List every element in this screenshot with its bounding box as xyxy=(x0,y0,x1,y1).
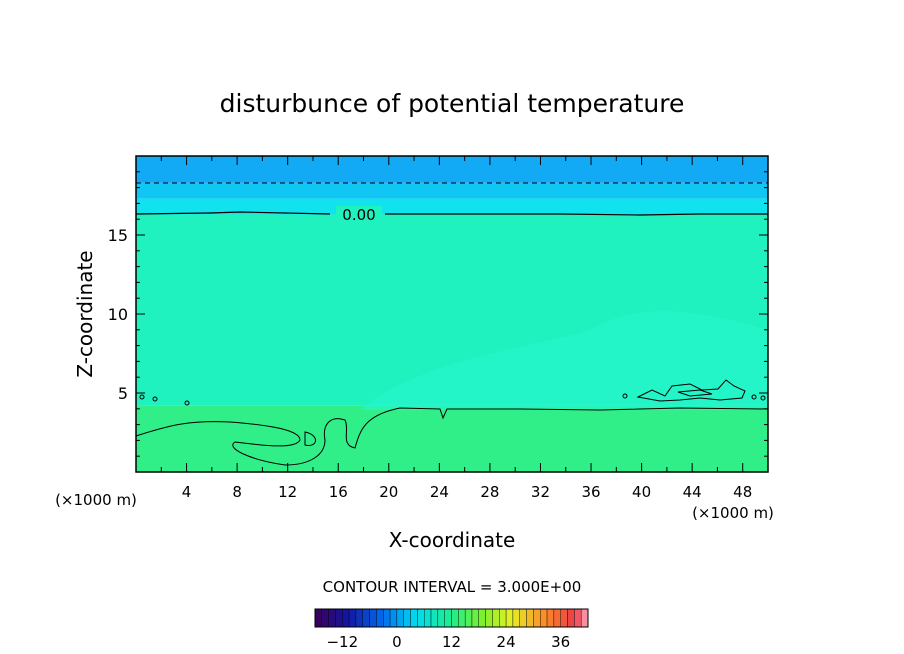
colorbar-cell xyxy=(526,608,534,628)
y-axis-label: Z-coordinate xyxy=(73,250,97,377)
colorbar-cell xyxy=(458,608,466,628)
contour-speck xyxy=(139,394,145,400)
colorbar-cell xyxy=(451,608,459,628)
x-unit-label-right: (×1000 m) xyxy=(692,504,774,522)
colorbar-tick-label: 12 xyxy=(442,633,461,651)
y-axis-ticks: 5 10 15 xyxy=(108,171,768,457)
x-axis-label: X-coordinate xyxy=(389,528,516,552)
contour-lines xyxy=(135,182,769,466)
color-fill-layers xyxy=(136,156,768,472)
colorbar-cell xyxy=(519,608,527,628)
contour-speck xyxy=(760,395,766,401)
colorbar-cell xyxy=(424,608,432,628)
colorbar-cell xyxy=(403,608,411,628)
colorbar-cell xyxy=(430,608,439,628)
x-tick-label: 36 xyxy=(581,483,600,501)
contour-speck xyxy=(184,400,190,406)
contour-zero-blob xyxy=(636,379,746,402)
contour-label: 0.00 xyxy=(342,206,375,224)
fill-layer xyxy=(136,182,768,199)
colorbar-cell xyxy=(505,608,514,628)
colorbar-cell xyxy=(342,608,350,628)
plume-highlight xyxy=(360,311,768,410)
colorbar-cell xyxy=(499,608,507,628)
colorbar-cell xyxy=(546,608,555,628)
contour-speck xyxy=(152,396,158,402)
colorbar-cell xyxy=(574,608,582,628)
colorbar-cell xyxy=(348,608,357,628)
y-tick-label: 10 xyxy=(108,305,128,324)
x-tick-label: 16 xyxy=(329,483,348,501)
colorbar-cell xyxy=(410,608,418,628)
colorbar-tick-label: 36 xyxy=(551,633,570,651)
fill-layer xyxy=(136,198,768,215)
colorbar-cell xyxy=(580,608,589,628)
colorbar-cell xyxy=(492,608,500,628)
x-tick-label: 4 xyxy=(182,483,192,501)
colorbar-cell xyxy=(396,608,404,628)
colorbar-cell xyxy=(376,608,384,628)
colorbar-cell xyxy=(512,608,520,628)
colorbar-cell xyxy=(383,608,391,628)
x-tick-label: 20 xyxy=(379,483,398,501)
colorbar-cell xyxy=(417,608,425,628)
colorbar-cell xyxy=(369,608,377,628)
x-axis-ticks: 4 8 12 16 20 24 28 32 36 40 44 48 xyxy=(160,156,752,501)
contour-interval-text: CONTOUR INTERVAL = 3.000E+00 xyxy=(323,578,582,596)
fill-layer xyxy=(136,405,768,472)
y-tick-label: 5 xyxy=(118,384,128,403)
x-tick-label: 48 xyxy=(733,483,752,501)
colorbar-cell xyxy=(355,608,363,628)
colorbar-tick-label: 0 xyxy=(392,633,402,651)
fill-layer xyxy=(136,156,768,183)
colorbar-cell xyxy=(328,608,336,628)
contour-zero-lower xyxy=(304,431,316,446)
colorbar-cell xyxy=(314,608,323,628)
colorbar-cell xyxy=(437,608,445,628)
colorbar-cell xyxy=(485,608,493,628)
contour-zero-blob xyxy=(677,389,713,397)
colorbar-cell xyxy=(389,608,398,628)
colorbar-cell xyxy=(567,608,575,628)
colorbar-cell xyxy=(362,608,370,628)
x-tick-label: 28 xyxy=(480,483,499,501)
x-tick-label: 32 xyxy=(531,483,550,501)
x-unit-label-left: (×1000 m) xyxy=(55,491,137,509)
colorbar-cell xyxy=(478,608,486,628)
colorbar: −12 0 12 24 36 xyxy=(314,608,589,651)
x-tick-label: 24 xyxy=(430,483,449,501)
contour-zero-upper xyxy=(385,213,768,216)
colorbar-cell xyxy=(560,608,568,628)
y-tick-label: 15 xyxy=(108,226,128,245)
colorbar-tick-label: −12 xyxy=(326,633,358,651)
colorbar-cell xyxy=(464,608,473,628)
contour-speck xyxy=(622,393,628,399)
colorbar-cell xyxy=(444,608,452,628)
colorbar-cell xyxy=(533,608,541,628)
colorbar-cell xyxy=(553,608,561,628)
contour-zero-lower xyxy=(135,407,769,466)
colorbar-cell xyxy=(321,608,329,628)
contour-label-backdrop xyxy=(336,206,382,223)
x-tick-label: 40 xyxy=(632,483,651,501)
chart-title: disturbunce of potential temperature xyxy=(220,89,685,118)
x-tick-label: 12 xyxy=(278,483,297,501)
colorbar-cell xyxy=(540,608,548,628)
colorbar-cell xyxy=(335,608,343,628)
x-tick-label: 44 xyxy=(683,483,702,501)
colorbar-cell xyxy=(471,608,480,628)
colorbar-tick-label: 24 xyxy=(497,633,516,651)
contour-zero-upper xyxy=(135,211,331,215)
colorbar-frame xyxy=(314,608,589,628)
contour-speck xyxy=(751,394,757,400)
x-tick-label: 8 xyxy=(232,483,242,501)
